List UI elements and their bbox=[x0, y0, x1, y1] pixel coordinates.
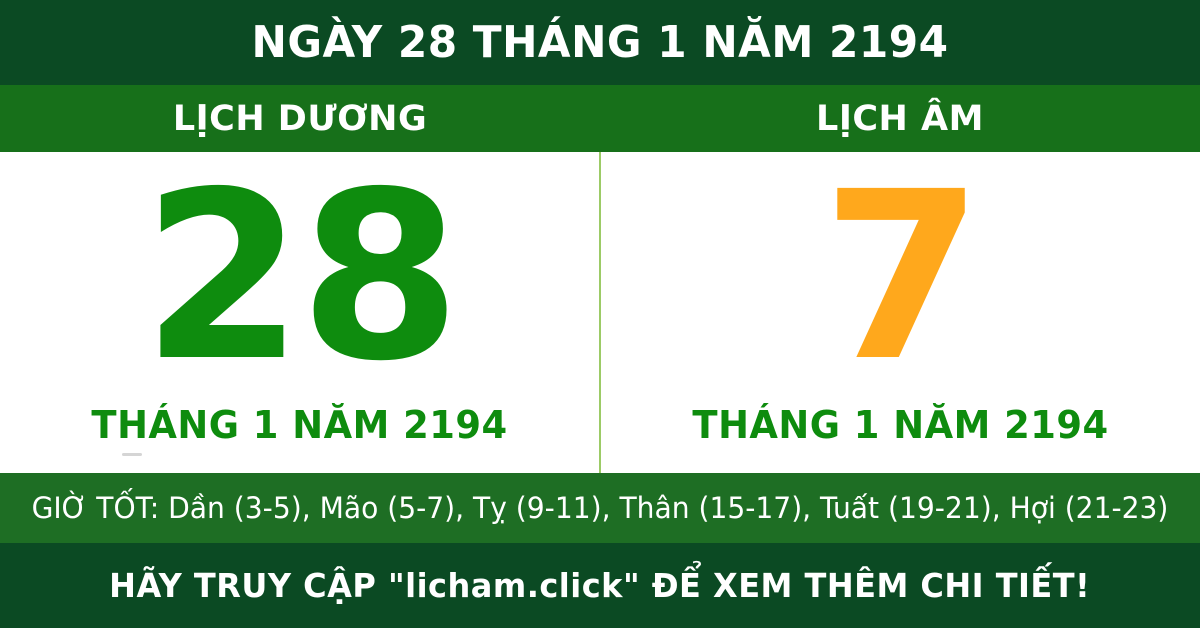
solar-calendar-label: LỊCH DƯƠNG bbox=[172, 98, 428, 139]
solar-day-number: 28 bbox=[142, 142, 461, 413]
solar-calendar-header: LỊCH DƯƠNG bbox=[0, 85, 600, 152]
watermark-smudge bbox=[122, 453, 142, 456]
lunar-calendar-header: LỊCH ÂM bbox=[600, 85, 1200, 152]
solar-month-year: THÁNG 1 NĂM 2194 bbox=[91, 403, 508, 447]
solar-panel: 28 THÁNG 1 NĂM 2194 bbox=[0, 152, 599, 473]
footer-bar: HÃY TRUY CẬP "licham.click" ĐỂ XEM THÊM … bbox=[0, 543, 1200, 628]
lunar-panel: 7 THÁNG 1 NĂM 2194 bbox=[601, 152, 1200, 473]
column-divider bbox=[599, 152, 601, 473]
footer-text: HÃY TRUY CẬP "licham.click" ĐỂ XEM THÊM … bbox=[109, 566, 1091, 605]
lunar-calendar-label: LỊCH ÂM bbox=[816, 98, 984, 139]
lunar-day-number: 7 bbox=[821, 142, 983, 413]
lunar-month-year: THÁNG 1 NĂM 2194 bbox=[692, 403, 1109, 447]
calendar-column-headers: LỊCH DƯƠNG LỊCH ÂM bbox=[0, 85, 1200, 152]
good-hours-bar: GIỜ TỐT: Dần (3-5), Mão (5-7), Tỵ (9-11)… bbox=[0, 473, 1200, 543]
date-title-bar: NGÀY 28 THÁNG 1 NĂM 2194 bbox=[0, 0, 1200, 85]
page-title: NGÀY 28 THÁNG 1 NĂM 2194 bbox=[251, 17, 949, 68]
good-hours-text: GIỜ TỐT: Dần (3-5), Mão (5-7), Tỵ (9-11)… bbox=[31, 491, 1169, 525]
calendar-panels: 28 THÁNG 1 NĂM 2194 7 THÁNG 1 NĂM 2194 bbox=[0, 152, 1200, 473]
